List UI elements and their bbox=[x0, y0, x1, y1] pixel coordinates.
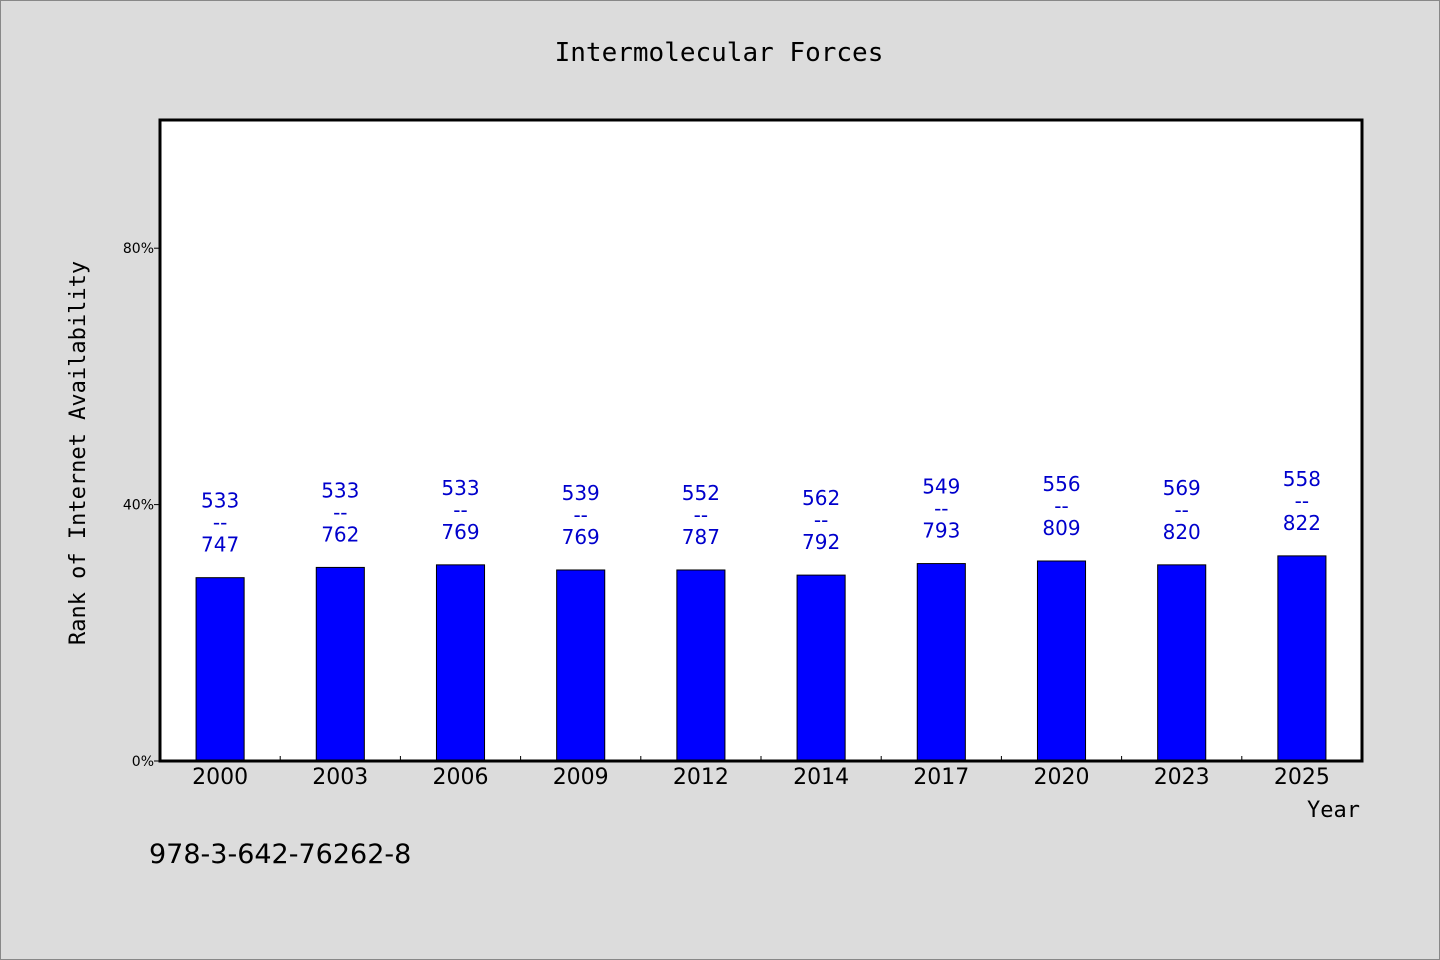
data-label-2003-2: 762 bbox=[321, 522, 359, 546]
y-tick-label-0: 0% bbox=[132, 754, 154, 770]
bar-2023 bbox=[1157, 564, 1207, 762]
data-label-2009-2: 769 bbox=[562, 525, 600, 549]
data-label-2025-2: 822 bbox=[1283, 511, 1321, 535]
data-labels-layer: 533--747533--762533--769539--769552--787… bbox=[201, 467, 1321, 557]
data-label-2025-1: -- bbox=[1295, 489, 1309, 513]
x-tick-label-2006: 2006 bbox=[433, 765, 489, 790]
x-tick-label-2025: 2025 bbox=[1274, 765, 1330, 790]
x-tick-label-2003: 2003 bbox=[312, 765, 368, 790]
isbn-footer: 978-3-642-76262-8 bbox=[149, 839, 411, 870]
data-label-2003-1: -- bbox=[333, 500, 347, 524]
x-tick-label-2023: 2023 bbox=[1154, 765, 1210, 790]
plot-frame bbox=[158, 118, 1364, 763]
data-label-2023-2: 820 bbox=[1163, 520, 1201, 544]
data-label-2009-1: -- bbox=[573, 503, 587, 527]
data-label-2014-2: 792 bbox=[802, 530, 840, 554]
data-label-2017-2: 793 bbox=[922, 519, 960, 543]
chart-title: Intermolecular Forces bbox=[555, 38, 884, 68]
bar-2017 bbox=[916, 563, 966, 762]
data-label-2017-0: 549 bbox=[922, 475, 960, 499]
data-label-2020-2: 809 bbox=[1042, 516, 1080, 540]
x-tick-label-2000: 2000 bbox=[192, 765, 248, 790]
data-label-2020-0: 556 bbox=[1042, 472, 1080, 496]
data-label-2025-0: 558 bbox=[1283, 467, 1321, 491]
bar-2009 bbox=[556, 569, 606, 762]
data-label-2006-0: 533 bbox=[441, 476, 479, 500]
data-label-2003-0: 533 bbox=[321, 478, 359, 502]
y-axis-label: Rank of Internet Availability bbox=[66, 261, 91, 645]
bar-2020 bbox=[1036, 560, 1087, 762]
bars-layer bbox=[195, 555, 1327, 762]
data-label-2020-1: -- bbox=[1054, 494, 1068, 518]
data-label-2017-1: -- bbox=[934, 497, 948, 521]
data-label-2000-1: -- bbox=[213, 511, 227, 535]
data-label-2012-2: 787 bbox=[682, 525, 720, 549]
bar-2012 bbox=[676, 569, 726, 762]
bar-2006 bbox=[435, 564, 486, 762]
data-label-2023-1: -- bbox=[1174, 498, 1188, 522]
x-axis: 2000 2003 2006 2009 2012 2014 2017 2020 2023 2025 bbox=[192, 756, 1330, 790]
x-tick-label-2012: 2012 bbox=[673, 765, 729, 790]
x-tick-label-2014: 2014 bbox=[793, 765, 849, 790]
y-axis: 0% 40% 80% bbox=[123, 241, 160, 770]
y-tick-label-80: 80% bbox=[123, 241, 154, 257]
bar-2003 bbox=[315, 566, 365, 762]
x-tick-label-2020: 2020 bbox=[1034, 765, 1090, 790]
bar-2025 bbox=[1277, 555, 1327, 762]
data-label-2012-0: 552 bbox=[682, 481, 720, 505]
data-label-2014-1: -- bbox=[814, 508, 828, 532]
bar-2000 bbox=[195, 577, 245, 762]
data-label-2006-1: -- bbox=[453, 498, 467, 522]
data-label-2000-2: 747 bbox=[201, 533, 239, 557]
y-tick-label-40: 40% bbox=[123, 498, 154, 514]
data-label-2012-1: -- bbox=[694, 503, 708, 527]
data-label-2006-2: 769 bbox=[441, 520, 479, 544]
bar-2014 bbox=[796, 574, 846, 762]
x-tick-label-2009: 2009 bbox=[553, 765, 609, 790]
x-tick-label-2017: 2017 bbox=[913, 765, 969, 790]
data-label-2000-0: 533 bbox=[201, 489, 239, 513]
data-label-2009-0: 539 bbox=[562, 481, 600, 505]
data-label-2014-0: 562 bbox=[802, 486, 840, 510]
x-axis-label: Year bbox=[1307, 798, 1360, 823]
data-label-2023-0: 569 bbox=[1163, 476, 1201, 500]
